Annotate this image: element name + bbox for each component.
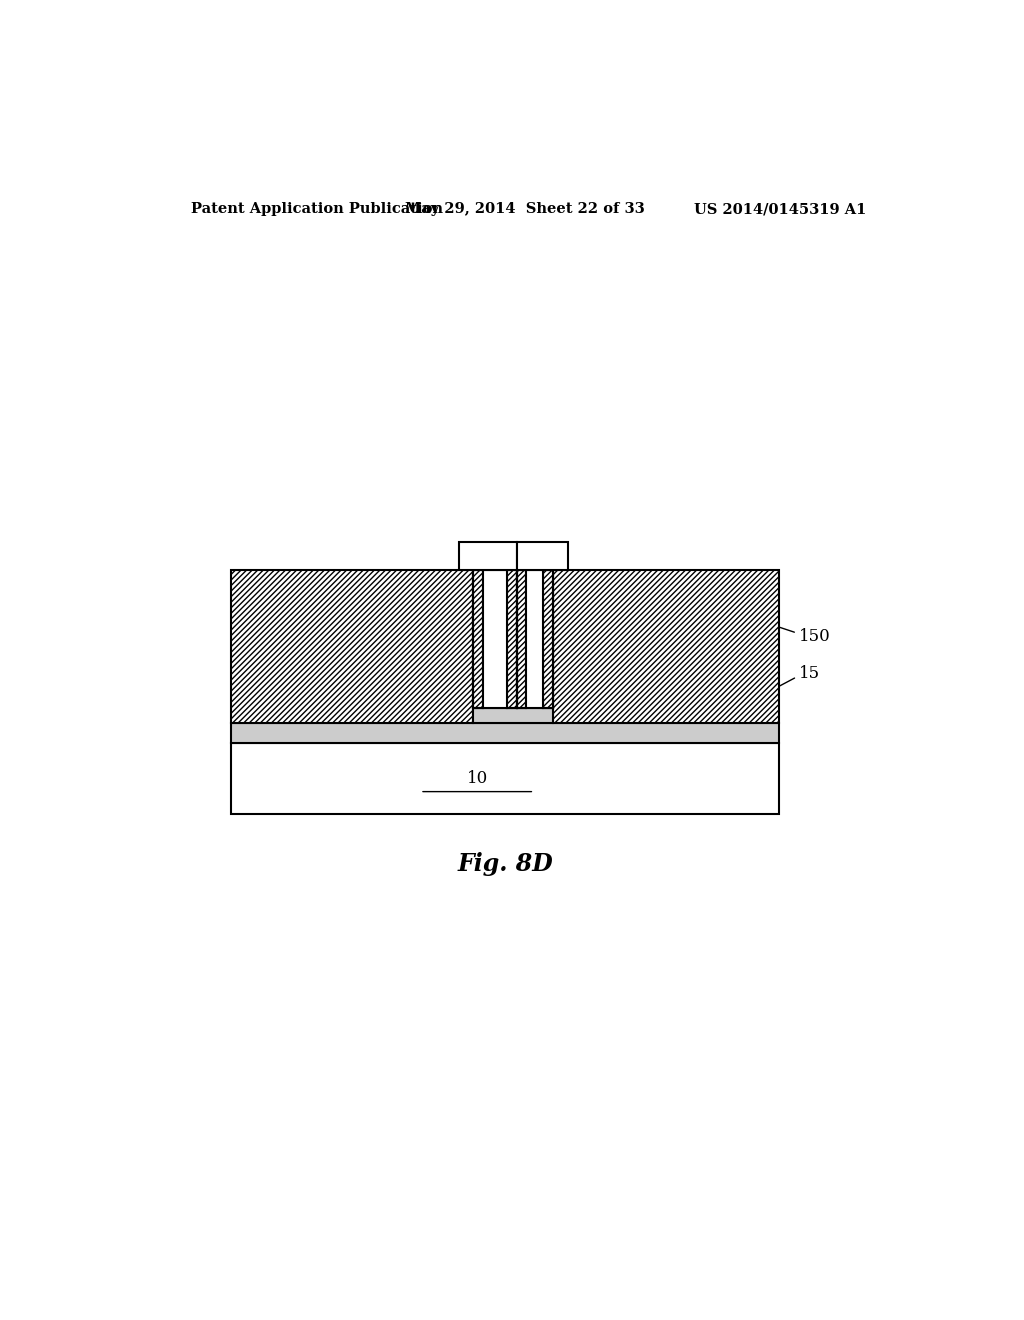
Bar — [543, 570, 553, 709]
Text: US 2014/0145319 A1: US 2014/0145319 A1 — [693, 202, 866, 216]
Bar — [517, 541, 568, 570]
Text: 15: 15 — [799, 665, 820, 682]
Bar — [231, 743, 778, 814]
Bar — [526, 570, 543, 709]
Bar — [231, 570, 473, 722]
Text: Fig. 8D: Fig. 8D — [457, 851, 553, 875]
Bar — [231, 722, 778, 743]
Text: 20: 20 — [311, 632, 333, 649]
Bar — [553, 570, 778, 722]
Text: Patent Application Publication: Patent Application Publication — [191, 202, 443, 216]
Text: 50: 50 — [504, 697, 525, 714]
Text: May 29, 2014  Sheet 22 of 33: May 29, 2014 Sheet 22 of 33 — [404, 202, 645, 216]
Bar — [517, 570, 526, 709]
Text: 80: 80 — [479, 643, 501, 660]
Bar — [459, 541, 517, 570]
Text: 10: 10 — [467, 770, 487, 787]
Text: 150: 150 — [799, 627, 830, 644]
Text: 80: 80 — [528, 643, 550, 660]
Bar — [473, 709, 553, 722]
Bar — [482, 570, 507, 709]
Bar — [507, 570, 517, 709]
Bar — [473, 570, 482, 709]
